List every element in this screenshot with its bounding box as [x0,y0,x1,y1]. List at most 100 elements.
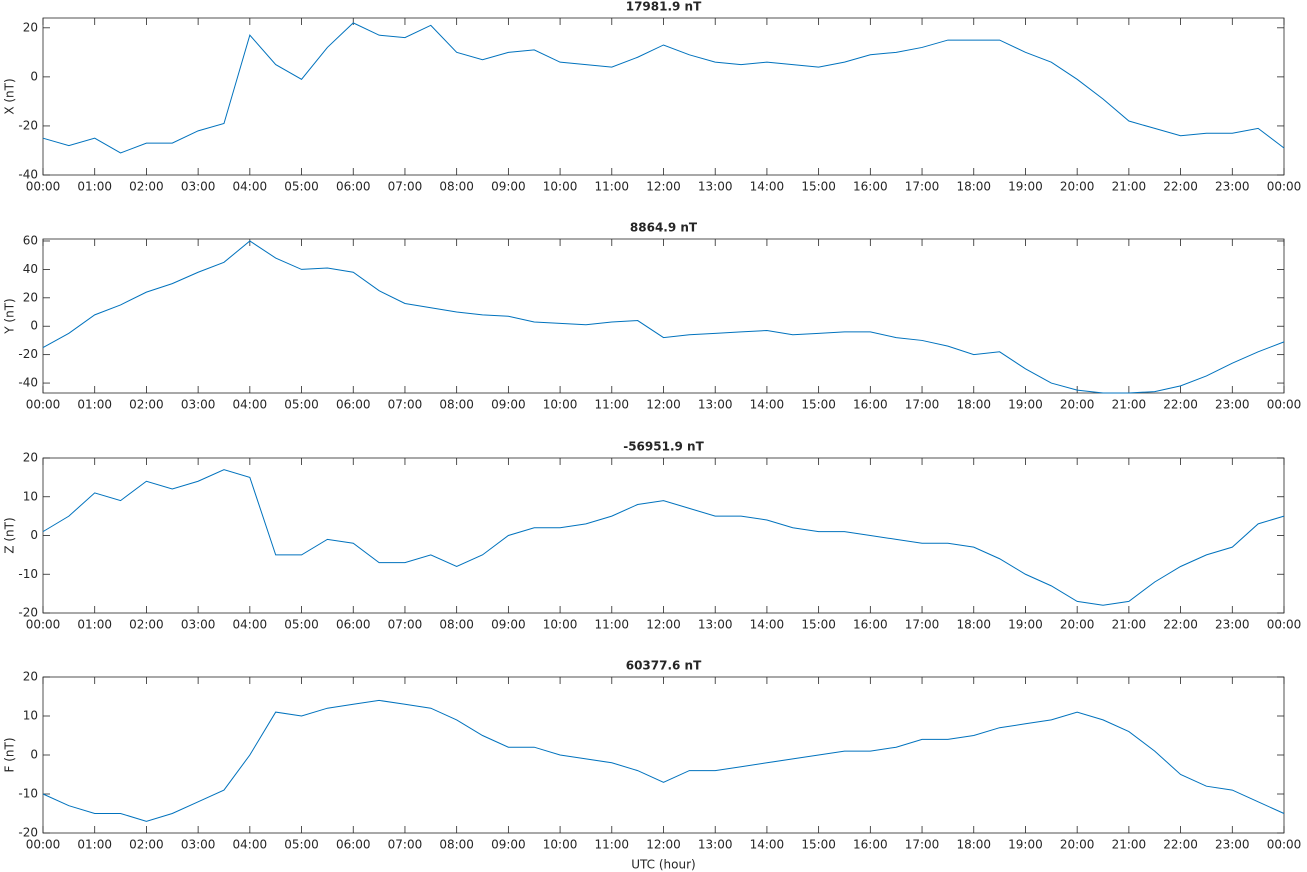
x-tick-label: 10:00 [543,398,578,412]
x-tick-label: 15:00 [801,398,836,412]
data-line [42,469,1285,606]
x-tick-label: 06:00 [336,838,371,852]
y-tick-label: -40 [18,376,38,390]
x-tick-label: 13:00 [698,838,733,852]
x-tick-label: 21:00 [1112,180,1147,194]
x-tick-label: 20:00 [1060,398,1095,412]
x-tick-label: 03:00 [181,618,216,632]
x-tick-label: 18:00 [956,398,991,412]
x-tick-label: 01:00 [77,398,112,412]
x-tick-label: 11:00 [594,398,629,412]
axes-frame [42,676,1285,834]
y-axis-label: Y (nT) [3,298,17,334]
x-tick-label: 12:00 [646,838,681,852]
x-tick-label: 22:00 [1163,618,1198,632]
x-tick-label: 20:00 [1060,618,1095,632]
x-tick-label: 16:00 [853,838,888,852]
x-tick-label: 14:00 [750,618,785,632]
x-tick-label: 06:00 [336,618,371,632]
x-tick-label: 11:00 [594,180,629,194]
x-tick-label: 05:00 [284,838,319,852]
x-tick-label: 11:00 [594,618,629,632]
x-tick-label: 04:00 [233,398,268,412]
x-tick-label: 01:00 [77,838,112,852]
y-tick-label: 20 [23,670,38,684]
y-tick-label: 20 [23,451,38,465]
x-tick-label: 18:00 [956,180,991,194]
x-tick-label: 00:00 [26,618,61,632]
x-tick-label: 16:00 [853,180,888,194]
y-tick-label: 10 [23,709,38,723]
y-tick-label: 20 [23,20,38,34]
y-tick-label: -10 [18,787,38,801]
x-tick-label: 21:00 [1112,838,1147,852]
x-tick-label: 13:00 [698,618,733,632]
x-tick-label: 06:00 [336,180,371,194]
x-tick-label: 10:00 [543,618,578,632]
x-tick-label: 05:00 [284,180,319,194]
x-tick-label: 07:00 [388,398,423,412]
x-tick-label: 00:00 [1267,838,1302,852]
y-tick-label: -20 [18,118,38,132]
x-tick-label: 23:00 [1215,618,1250,632]
axes-frame [42,457,1285,614]
x-tick-label: 10:00 [543,180,578,194]
x-tick-label: 08:00 [439,398,474,412]
x-tick-label: 04:00 [233,838,268,852]
y-tick-label: 0 [30,748,38,762]
x-tick-label: 09:00 [491,398,526,412]
x-tick-label: 09:00 [491,838,526,852]
x-tick-label: 02:00 [129,838,164,852]
x-tick-label: 17:00 [905,398,940,412]
x-tick-label: 20:00 [1060,838,1095,852]
x-tick-label: 07:00 [388,618,423,632]
x-tick-label: 13:00 [698,180,733,194]
chart-title: 8864.9 nT [630,221,698,235]
x-tick-label: 14:00 [750,838,785,852]
x-tick-label: 18:00 [956,838,991,852]
y-tick-label: 10 [23,489,38,503]
y-tick-label: -10 [18,567,38,581]
x-tick-label: 09:00 [491,618,526,632]
x-tick-label: 02:00 [129,618,164,632]
y-axis-label: F (nT) [3,737,17,772]
x-tick-label: 11:00 [594,838,629,852]
chart-title: 17981.9 nT [626,0,702,14]
y-tick-label: 0 [30,528,38,542]
x-tick-label: 03:00 [181,398,216,412]
x-tick-label: 16:00 [853,618,888,632]
y-tick-label: -40 [18,168,38,182]
x-tick-label: 03:00 [181,180,216,194]
data-line [42,699,1285,822]
x-tick-label: 00:00 [26,180,61,194]
x-tick-label: 00:00 [1267,398,1302,412]
y-axis-label: Z (nT) [3,517,17,553]
x-tick-label: 00:00 [26,398,61,412]
x-tick-label: 22:00 [1163,838,1198,852]
x-tick-label: 09:00 [491,180,526,194]
x-tick-label: 15:00 [801,180,836,194]
x-tick-label: 04:00 [233,618,268,632]
y-tick-label: 40 [23,262,38,276]
x-tick-label: 19:00 [1008,398,1043,412]
y-tick-label: 0 [30,319,38,333]
x-tick-label: 19:00 [1008,618,1043,632]
x-tick-label: 07:00 [388,838,423,852]
x-tick-label: 19:00 [1008,838,1043,852]
x-tick-label: 21:00 [1112,618,1147,632]
x-tick-label: 18:00 [956,618,991,632]
x-tick-label: 12:00 [646,618,681,632]
x-tick-label: 00:00 [1267,180,1302,194]
chart-title: -56951.9 nT [623,440,704,454]
x-tick-label: 17:00 [905,838,940,852]
x-tick-label: 08:00 [439,838,474,852]
x-tick-label: 01:00 [77,180,112,194]
x-tick-label: 15:00 [801,838,836,852]
x-tick-label: 23:00 [1215,398,1250,412]
x-tick-label: 16:00 [853,398,888,412]
data-line [42,22,1285,154]
y-tick-label: -20 [18,606,38,620]
x-axis-label: UTC (hour) [631,858,695,872]
x-tick-label: 08:00 [439,180,474,194]
